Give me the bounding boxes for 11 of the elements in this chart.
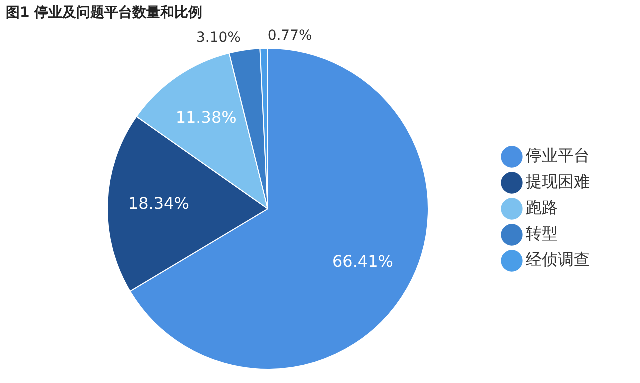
legend-label: 提现困难 (526, 172, 590, 192)
legend-label: 停业平台 (526, 146, 590, 166)
data-label: 0.77% (268, 28, 312, 44)
data-label: 66.41% (332, 252, 394, 271)
data-label: 11.38% (176, 108, 237, 128)
data-label: 3.10% (196, 30, 241, 46)
data-label: 18.34% (128, 194, 190, 214)
legend-label: 转型 (526, 224, 558, 244)
legend-label: 跑路 (526, 198, 558, 218)
legend-label: 经侦调查 (526, 250, 590, 270)
chart-title: 图1 停业及问题平台数量和比例 (6, 4, 203, 22)
